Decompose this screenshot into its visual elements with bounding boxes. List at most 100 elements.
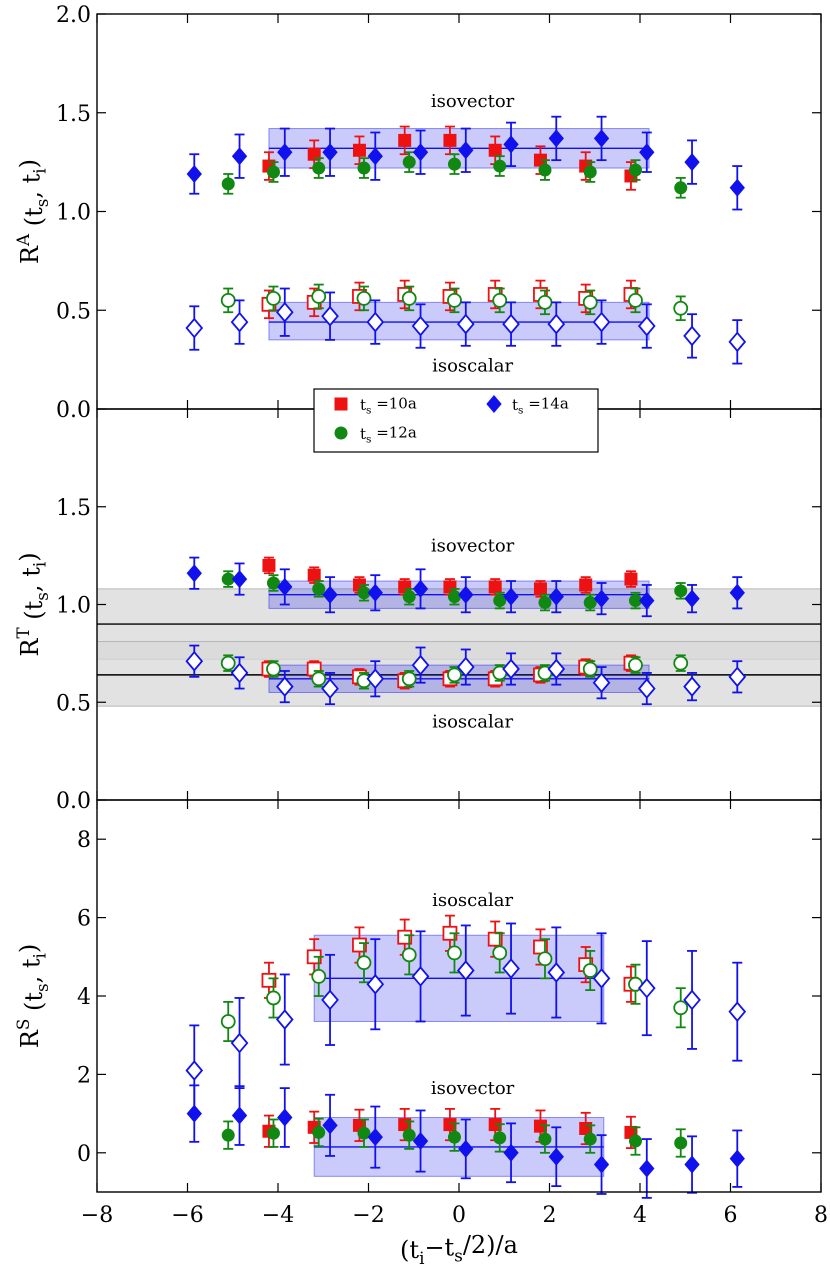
- data-point: [533, 582, 547, 596]
- data-point: [447, 292, 462, 308]
- annotation-isoscalar: isoscalar: [432, 890, 513, 911]
- series-118811-open: [220, 283, 689, 322]
- series-118811-filled: [221, 151, 688, 199]
- data-point: [411, 315, 430, 337]
- data-point: [447, 590, 461, 604]
- data-point: [502, 658, 520, 680]
- x-tick-label: 6: [724, 1203, 738, 1228]
- data-point: [492, 945, 508, 961]
- data-point: [185, 1060, 204, 1081]
- data-point: [628, 163, 642, 177]
- data-point: [637, 315, 656, 337]
- data-point: [266, 290, 281, 306]
- legend-marker: [486, 395, 502, 413]
- data-point: [447, 157, 461, 171]
- data-point: [684, 1155, 700, 1174]
- data-point: [275, 676, 294, 697]
- data-point: [277, 577, 293, 596]
- data-point: [592, 967, 611, 989]
- panel-2: isovector isoscalar 0.0 0.5 1.0 1.5 RT​ (ts​, …: [13, 408, 822, 814]
- data-point: [322, 143, 338, 162]
- data-point: [185, 650, 204, 672]
- y-tick-label: 1.5: [56, 496, 91, 521]
- data-point: [311, 671, 327, 687]
- data-point: [547, 962, 566, 983]
- y-tick-label: 0: [77, 1142, 91, 1167]
- data-point: [352, 937, 367, 953]
- data-point: [186, 564, 202, 583]
- data-point: [458, 1139, 474, 1158]
- series-118811-open: [220, 932, 689, 1042]
- data-point: [548, 587, 564, 606]
- data-point: [367, 583, 383, 602]
- data-point: [401, 947, 417, 963]
- data-point: [367, 147, 383, 166]
- series-1111ee-filled: [186, 556, 745, 618]
- data-point: [312, 582, 326, 596]
- data-point: [412, 1132, 429, 1151]
- data-point: [674, 584, 688, 598]
- data-point: [262, 558, 276, 572]
- data-point: [503, 1143, 519, 1162]
- data-point: [493, 159, 507, 173]
- data-point: [502, 958, 520, 979]
- series-1111ee-open: [185, 922, 747, 1117]
- data-point: [356, 955, 372, 971]
- data-point: [537, 951, 553, 967]
- series-118811-open: [220, 654, 689, 690]
- x-tick-label: 2: [543, 1203, 557, 1228]
- data-point: [322, 1116, 338, 1135]
- data-point: [674, 1136, 688, 1150]
- data-point: [367, 1128, 383, 1147]
- data-point: [492, 292, 508, 308]
- data-point: [221, 1128, 235, 1142]
- annotation-isovector: isovector: [431, 91, 515, 112]
- legend: ts​ =10a ts​ =12a ts​ =14a: [313, 388, 599, 453]
- data-point: [366, 311, 385, 333]
- data-point: [402, 590, 416, 604]
- data-point: [547, 658, 566, 680]
- data-point: [683, 325, 701, 347]
- legend-marker: [334, 397, 348, 411]
- data-point: [357, 586, 371, 600]
- data-point: [357, 161, 371, 175]
- annotation-isoscalar: isoscalar: [432, 712, 513, 733]
- panel-1: isovector isoscalar 0.0 0.5 1.0 1.5 2.0 RA​ (ts…: [13, 3, 822, 423]
- data-point: [729, 1149, 745, 1168]
- data-point: [220, 1014, 236, 1029]
- data-point: [231, 570, 248, 589]
- data-point: [321, 305, 339, 327]
- data-point: [639, 143, 655, 162]
- data-point: [548, 129, 564, 148]
- y-tick-label: 2.0: [56, 3, 91, 28]
- data-point: [321, 678, 339, 699]
- data-point: [220, 292, 236, 308]
- data-point: [628, 1134, 642, 1148]
- data-point: [275, 1009, 294, 1030]
- data-point: [592, 672, 611, 694]
- data-point: [628, 292, 643, 308]
- data-point: [266, 576, 280, 590]
- data-point: [397, 929, 413, 945]
- y-tick-label: 0.5: [56, 299, 91, 324]
- data-point: [266, 165, 280, 179]
- data-point: [401, 671, 417, 687]
- data-point: [220, 655, 236, 671]
- data-point: [411, 966, 430, 987]
- x-tick-label: 8: [814, 1203, 828, 1228]
- series-1111ee-open: [185, 287, 747, 365]
- data-point: [443, 1118, 457, 1132]
- y-axis-label: RS​ (ts​, ti​): [13, 944, 52, 1049]
- data-point: [311, 969, 327, 984]
- data-point: [456, 960, 475, 981]
- y-tick-label: 1.5: [56, 102, 91, 127]
- data-point: [673, 300, 689, 316]
- y-tick-label: 1.0: [56, 594, 91, 619]
- data-point: [277, 143, 293, 162]
- data-point: [412, 579, 429, 598]
- data-point: [443, 580, 457, 594]
- data-point: [230, 311, 249, 333]
- data-point: [277, 1108, 293, 1127]
- data-point: [458, 585, 474, 604]
- x-tick-label: −2: [352, 1203, 384, 1228]
